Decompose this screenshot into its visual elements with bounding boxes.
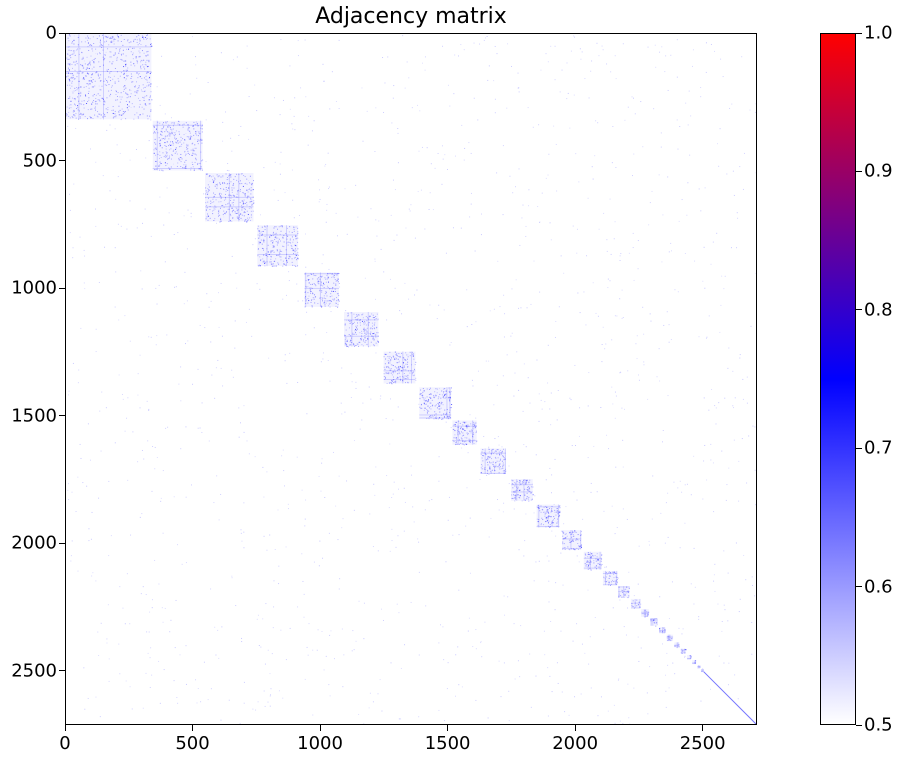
x-tick-label: 0 [59,733,71,754]
y-tick-label: 500 [22,150,57,172]
colorbar-tick-mark [856,586,862,588]
x-tick-label: 2000 [552,733,599,754]
x-tick-label: 1500 [424,733,471,754]
x-tick-mark [319,725,321,731]
colorbar-tick-label: 0.7 [864,437,893,459]
colorbar-tick-mark [856,724,862,726]
y-tick-label: 1000 [11,277,57,299]
colorbar-tick-mark [856,309,862,311]
colorbar-tick-label: 0.8 [864,299,893,321]
colorbar-tick-mark [856,447,862,449]
y-tick-mark [59,160,65,162]
y-tick-mark [59,32,65,34]
x-tick-mark [447,725,449,731]
x-tick-mark [64,725,66,731]
y-tick-label: 1500 [11,405,57,427]
heatmap-plot-area [65,33,757,725]
colorbar-tick-label: 0.5 [864,714,893,736]
colorbar-tick-label: 0.9 [864,160,893,182]
y-tick-mark [59,670,65,672]
y-tick-mark [59,415,65,417]
x-tick-mark [702,725,704,731]
y-tick-mark [59,542,65,544]
colorbar-tick-mark [856,32,862,34]
x-tick-label: 1000 [297,733,343,754]
adjacency-matrix-heatmap [66,34,756,724]
colorbar-tick-label: 1.0 [864,22,893,44]
x-tick-mark [574,725,576,731]
x-tick-label: 2500 [679,733,726,754]
x-tick-mark [192,725,194,731]
y-tick-label: 2000 [11,532,57,554]
x-tick-label: 500 [175,733,210,754]
y-tick-label: 0 [45,22,57,44]
colorbar-tick-label: 0.6 [864,576,893,598]
colorbar-tick-mark [856,170,862,172]
y-tick-mark [59,287,65,289]
colorbar [820,33,856,725]
chart-title: Adjacency matrix [315,4,507,29]
y-tick-label: 2500 [11,660,57,682]
